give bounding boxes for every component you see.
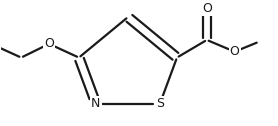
Text: O: O: [230, 45, 240, 58]
Text: O: O: [44, 37, 54, 50]
Text: N: N: [91, 97, 101, 110]
Text: O: O: [202, 2, 212, 15]
Text: S: S: [156, 97, 164, 110]
